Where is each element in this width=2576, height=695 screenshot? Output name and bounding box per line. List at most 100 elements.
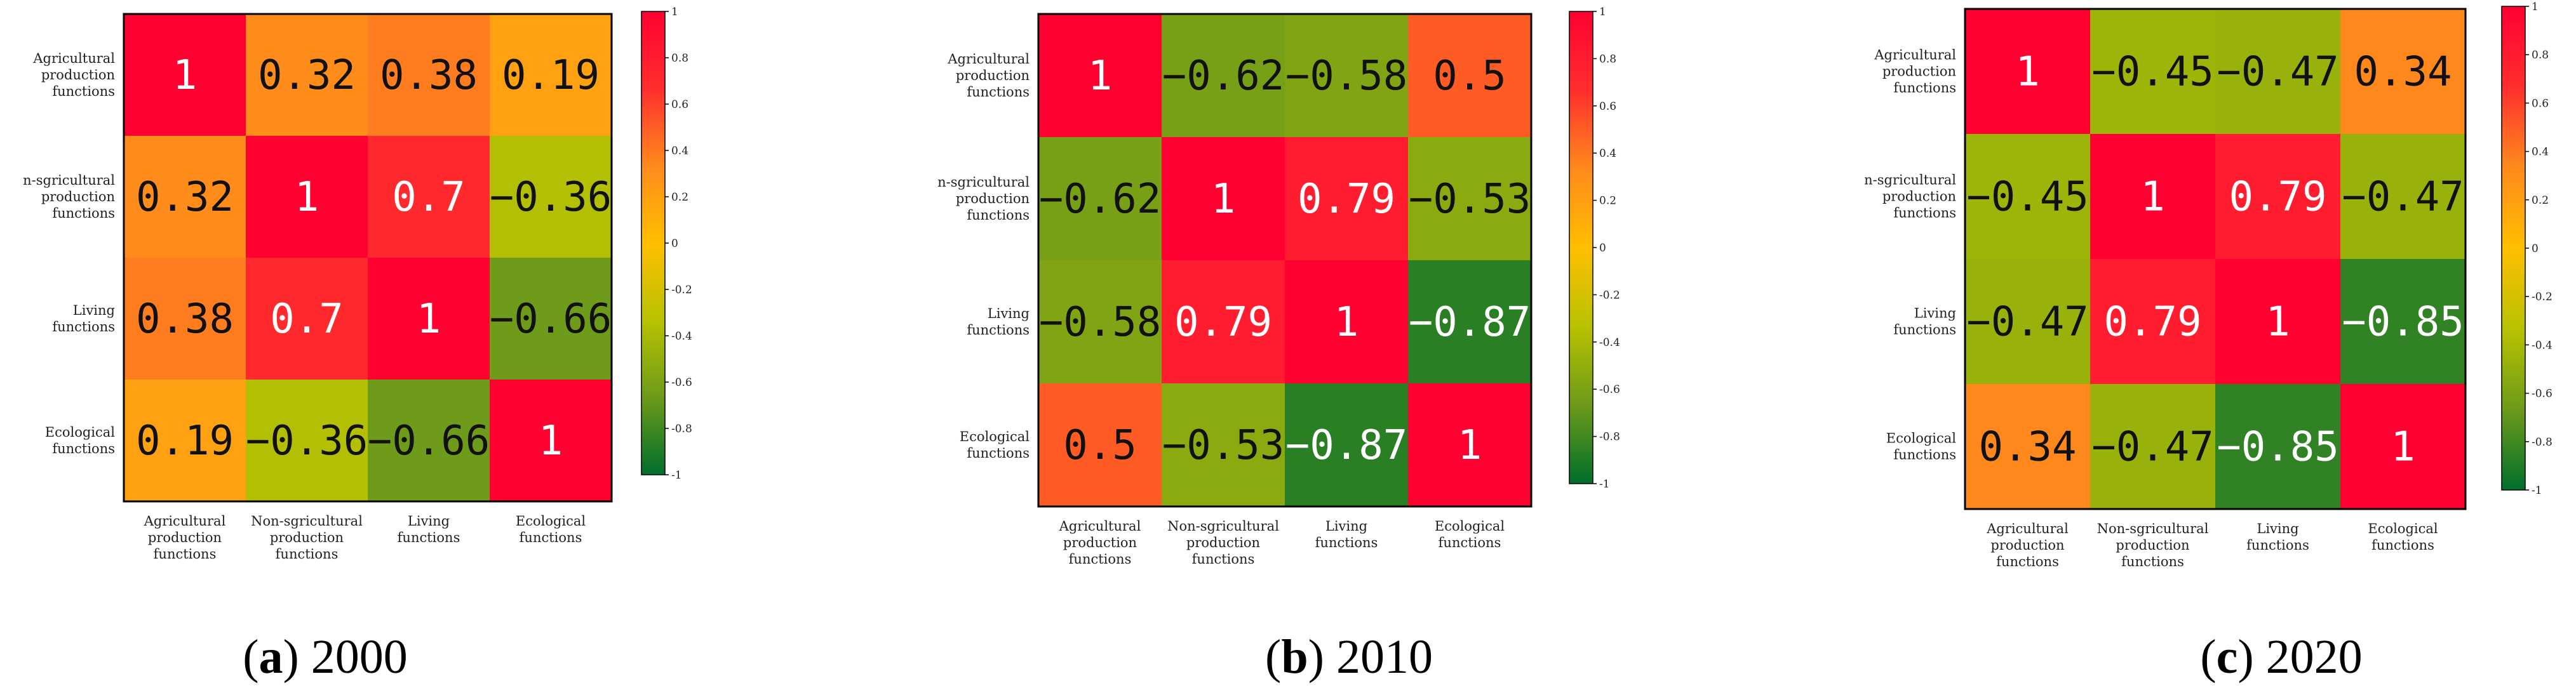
heatmap-cell	[1038, 14, 1162, 137]
column-label: Agricultural production functions	[144, 513, 226, 562]
cell-value-label: −0.47	[2342, 174, 2464, 221]
cell-value-label: −0.58	[1039, 299, 1162, 346]
colorbar-tick-label: 1	[2532, 1, 2539, 13]
column-label: Living functions	[2246, 521, 2309, 553]
heatmap-cell	[2090, 134, 2215, 259]
column-label: Agricultural production functions	[1986, 521, 2069, 569]
column-label: Ecological functions	[1435, 519, 1505, 550]
cell-value-label: 0.7	[270, 296, 344, 343]
heatmap-cell	[1285, 137, 1408, 260]
row-label: Living functions	[967, 306, 1030, 338]
colorbar-tick-label: 0.8	[2532, 49, 2549, 62]
colorbar-tick-label: -0.8	[671, 423, 692, 435]
colorbar-tick-label: 0.2	[1599, 195, 1616, 208]
heatmap-cell	[1408, 383, 1531, 506]
heatmap-cell	[490, 258, 612, 380]
row-label: Living functions	[1893, 306, 1956, 338]
row-label: Ecological functions	[1886, 431, 1957, 463]
cell-value-label: −0.53	[1409, 176, 1531, 223]
cell-value-label: −0.53	[1162, 422, 1285, 469]
cell-value-label: 1	[295, 174, 319, 221]
column-label: Ecological functions	[2368, 521, 2438, 553]
heatmap-cell	[1162, 260, 1285, 383]
cell-value-label: 0.5	[1433, 53, 1506, 100]
cell-value-label: −0.62	[1039, 176, 1162, 223]
cell-value-label: −0.47	[1966, 299, 2089, 346]
colorbar-tick-label: 0.8	[671, 52, 688, 65]
cell-value-label: −0.85	[2217, 424, 2339, 471]
colorbar-tick-label: 0.2	[671, 191, 688, 204]
heatmap-cell	[2215, 134, 2340, 259]
heatmap-cell	[124, 136, 246, 258]
heatmap-cell	[2340, 259, 2465, 384]
cell-value-label: 0.5	[1063, 422, 1137, 469]
heatmap-cell	[2215, 9, 2340, 134]
column-label: Ecological functions	[516, 513, 586, 545]
heatmap-cell	[246, 380, 368, 501]
cell-value-label: 1	[2015, 49, 2040, 96]
cell-value-label: 0.79	[2229, 174, 2326, 221]
colorbar: 1 0.8 0.6 0.4 0.2 0 -0.2 -0.4 -0.6 -0.8 -1	[641, 6, 692, 482]
row-label: Ecological functions	[45, 425, 116, 456]
colorbar-tick-label: 0.4	[1599, 147, 1616, 160]
heatmap-cell	[2340, 134, 2465, 259]
cell-value-label: −0.87	[1285, 422, 1408, 469]
heatmap-cell	[2340, 384, 2465, 509]
colorbar-tick-label: -0.8	[2532, 436, 2553, 449]
heatmap-cell	[1408, 14, 1531, 137]
cell-value-label: 0.38	[136, 296, 234, 343]
heatmap-cell	[2090, 259, 2215, 384]
cell-value-label: 1	[1458, 422, 1482, 469]
heatmap-cell	[1162, 137, 1285, 260]
colorbar-tick-label: -0.4	[671, 330, 692, 343]
colorbar-tick-label: -0.6	[1599, 383, 1620, 396]
cell-value-label: 1	[1211, 176, 1236, 223]
heatmap-frame	[1964, 8, 2467, 510]
cell-value-label: −0.45	[1966, 174, 2089, 221]
heatmap-cell	[2340, 9, 2465, 134]
cell-value-label: −0.66	[490, 296, 612, 343]
heatmap-cell	[368, 380, 490, 501]
heatmap-cell	[1408, 137, 1531, 260]
column-label: Non-sgricultural production functions	[2097, 521, 2209, 569]
cell-value-label: 0.7	[392, 174, 466, 221]
heatmap-cell	[490, 136, 612, 258]
colorbar-tick-label: -0.2	[2532, 291, 2553, 303]
colorbar-gradient	[2501, 6, 2526, 491]
cell-value-label: 1	[417, 296, 441, 343]
row-label: n-sgricultural production functions	[23, 173, 115, 221]
colorbar-tick-label: -0.2	[671, 284, 692, 296]
heatmap-cell	[1285, 260, 1408, 383]
heatmap-cell	[246, 14, 368, 136]
cell-value-label: 1	[2265, 299, 2290, 346]
heatmap-cell	[368, 136, 490, 258]
cell-value-label: 1	[1334, 299, 1359, 346]
column-label: Living functions	[398, 513, 460, 545]
colorbar-tick-label: -0.2	[1599, 289, 1620, 301]
cell-value-label: 0.19	[136, 418, 234, 465]
colorbar-tick-label: 0.8	[1599, 53, 1616, 65]
heatmap-panel-b: 1 −0.62 −0.58 0.5−0.62 1 0.79 −0.53−0.58 0.79 1−…	[937, 6, 1620, 684]
heatmap-frame	[123, 13, 613, 503]
colorbar-tick-label: 0	[671, 237, 678, 250]
colorbar-tick-label: 0	[2532, 242, 2539, 255]
colorbar-gradient	[641, 11, 666, 475]
heatmap-cell	[1285, 14, 1408, 137]
row-label: Agricultural production functions	[1874, 48, 1956, 96]
heatmap-panel-c: 1 −0.45 −0.47 0.34−0.45 1 0.79 −0.47−0.47 0.79 1…	[1864, 1, 2553, 684]
colorbar-tick-label: 0.4	[2532, 146, 2549, 159]
panel-caption: (b) 2010	[1265, 630, 1433, 684]
cell-value-label: 0.32	[258, 52, 356, 99]
heatmap-cell	[1285, 383, 1408, 506]
colorbar-tick-label: -0.4	[2532, 339, 2553, 352]
heatmap-cell	[1965, 134, 2090, 259]
heatmap-cell	[124, 258, 246, 380]
row-label: Living functions	[52, 303, 115, 334]
panel-caption: (c) 2020	[2200, 630, 2362, 684]
heatmap-cell	[1408, 260, 1531, 383]
colorbar-tick-label: 0.6	[1599, 100, 1616, 113]
heatmap-cell	[2215, 384, 2340, 509]
row-label: Ecological functions	[960, 429, 1030, 461]
cell-value-label: −0.58	[1285, 53, 1408, 100]
